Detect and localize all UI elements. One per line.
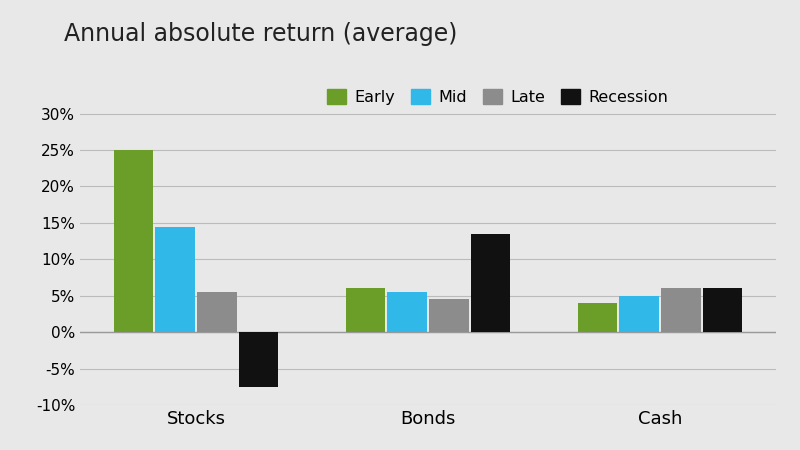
- Bar: [197, 292, 237, 332]
- Bar: [661, 288, 701, 332]
- Legend: Early, Mid, Late, Recession: Early, Mid, Late, Recession: [321, 82, 674, 112]
- Bar: [387, 292, 427, 332]
- Bar: [239, 332, 278, 387]
- Text: Annual absolute return (average): Annual absolute return (average): [64, 22, 458, 46]
- Bar: [155, 226, 195, 332]
- Bar: [703, 288, 742, 332]
- Bar: [578, 303, 617, 332]
- Bar: [429, 299, 469, 332]
- Bar: [114, 150, 153, 332]
- Bar: [346, 288, 385, 332]
- Bar: [471, 234, 510, 332]
- Bar: [619, 296, 659, 332]
